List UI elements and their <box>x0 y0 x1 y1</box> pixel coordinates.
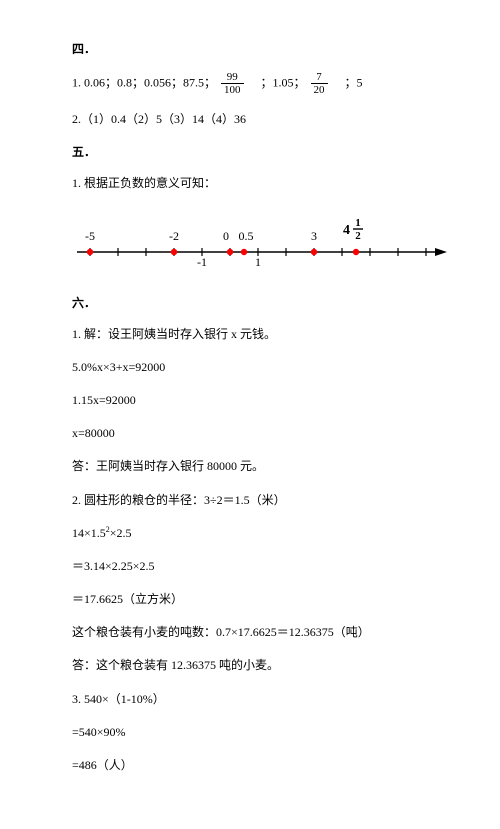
section-4-line2: 2.（1）0.4（2）5（3）14（4）36 <box>72 110 440 129</box>
svg-text:1: 1 <box>355 217 361 229</box>
s4l1-p2: ；1.05； <box>249 75 306 89</box>
svg-text:-5: -5 <box>85 229 95 243</box>
fraction-99-100: 99 100 <box>221 71 244 96</box>
section-6-line: 这个粮仓装有小麦的吨数：0.7×17.6625＝12.36375（吨） <box>72 623 440 642</box>
svg-text:4: 4 <box>343 223 350 238</box>
section-6-line: =486（人） <box>72 756 440 775</box>
s4l1-p3: ；5 <box>333 75 363 89</box>
section-6-line: 答：王阿姨当时存入银行 80000 元。 <box>72 457 440 476</box>
s4l1-p1: 1. 0.06；0.8；0.056；87.5； <box>72 75 216 89</box>
section-6-line: x=80000 <box>72 424 440 443</box>
section-6-line: 1. 解：设王阿姨当时存入银行 x 元钱。 <box>72 325 440 344</box>
section-6-body: 1. 解：设王阿姨当时存入银行 x 元钱。 5.0%x×3+x=92000 1.15… <box>72 325 440 776</box>
page: 四． 1. 0.06；0.8；0.056；87.5； 99 100 ；1.05；… <box>0 0 500 829</box>
section-4-line1: 1. 0.06；0.8；0.056；87.5； 99 100 ；1.05； 7 … <box>72 71 440 96</box>
section-6-line: 14×1.52×2.5 <box>72 524 440 543</box>
svg-text:0.5: 0.5 <box>239 229 254 243</box>
section-6-line: ＝17.6625（立方米） <box>72 590 440 609</box>
svg-text:2: 2 <box>355 230 361 242</box>
number-line: -5-2-100.513412 <box>72 212 452 272</box>
svg-text:0: 0 <box>223 229 229 243</box>
section-6-line: 2. 圆柱形的粮仓的半径：3÷2＝1.5（米） <box>72 491 440 510</box>
svg-text:-1: -1 <box>197 255 207 269</box>
svg-text:3: 3 <box>311 229 317 243</box>
section-6-line: 1.15x=92000 <box>72 391 440 410</box>
section-6-line: 3. 540×（1-10%） <box>72 690 440 709</box>
section-6-heading: 六． <box>72 294 440 311</box>
section-6-line: =540×90% <box>72 723 440 742</box>
section-6-line: 5.0%x×3+x=92000 <box>72 358 440 377</box>
fraction-7-20: 7 20 <box>311 71 328 96</box>
section-5-line1: 1. 根据正负数的意义可知： <box>72 174 440 193</box>
section-6-line: ＝3.14×2.25×2.5 <box>72 557 440 576</box>
number-line-wrap: -5-2-100.513412 <box>72 212 440 272</box>
svg-text:1: 1 <box>255 255 261 269</box>
section-6-line: 答：这个粮仓装有 12.36375 吨的小麦。 <box>72 656 440 675</box>
section-4-heading: 四． <box>72 40 440 57</box>
section-5-heading: 五． <box>72 143 440 160</box>
svg-text:-2: -2 <box>169 229 179 243</box>
